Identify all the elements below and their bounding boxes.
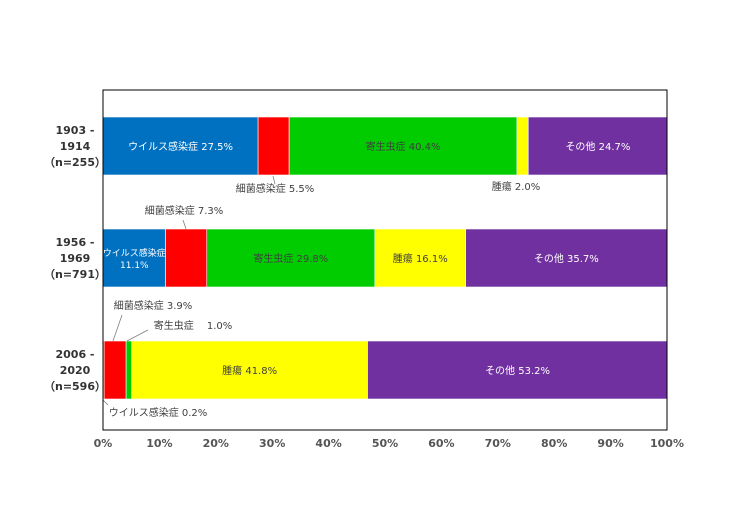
x-tick-label: 70% xyxy=(485,437,511,450)
data-label: その他 35.7% xyxy=(534,252,599,265)
bar-segment xyxy=(527,116,668,176)
data-label-callout: 寄生虫症 1.0% xyxy=(154,319,233,332)
data-label-callout: 細菌感染症 7.3% xyxy=(145,204,224,217)
category-label: 1969 xyxy=(60,252,91,265)
callout-leader-line xyxy=(126,329,149,342)
bar-segment xyxy=(516,116,529,176)
category-label: 2020 xyxy=(60,364,91,377)
x-tick-label: 100% xyxy=(650,437,684,450)
data-label: 11.1% xyxy=(120,261,149,271)
x-tick-label: 50% xyxy=(372,437,398,450)
bar-segment xyxy=(374,228,466,288)
x-tick-label: 80% xyxy=(541,437,567,450)
category-label: （n=255） xyxy=(44,156,106,169)
category-label: 1956 - xyxy=(55,236,94,249)
x-tick-label: 90% xyxy=(597,437,623,450)
bar-segment xyxy=(257,116,290,176)
bar-segment xyxy=(367,340,668,400)
x-tick-label: 60% xyxy=(428,437,454,450)
callout-leader-line xyxy=(112,314,123,342)
data-label: 寄生虫症 40.4% xyxy=(366,140,441,153)
data-label: 腫瘍 16.1% xyxy=(393,252,448,265)
bar-segment xyxy=(102,116,259,176)
data-label: その他 53.2% xyxy=(485,364,550,377)
bar-segment xyxy=(465,228,668,288)
plot-area-frame xyxy=(102,89,668,431)
category-label: 1903 - xyxy=(55,124,94,137)
bar-segment xyxy=(288,116,518,176)
data-label-callout: 腫瘍 2.0% xyxy=(492,180,541,193)
bar-segment xyxy=(131,340,368,400)
x-tick-label: 40% xyxy=(315,437,341,450)
data-label-callout: ウイルス感染症 0.2% xyxy=(109,406,208,419)
callout-leader-line xyxy=(102,399,109,406)
callout-leader-line xyxy=(272,175,276,185)
callout-leader-line xyxy=(182,219,187,230)
category-label: 2006 - xyxy=(55,348,94,361)
category-label: （n=596） xyxy=(44,380,106,393)
bar-segment xyxy=(103,340,127,400)
data-label: その他 24.7% xyxy=(565,140,630,153)
x-tick-label: 30% xyxy=(259,437,285,450)
bar-segment xyxy=(102,228,166,288)
data-label-callout: 細菌感染症 3.9% xyxy=(114,299,193,312)
data-label: 腫瘍 41.8% xyxy=(222,364,277,377)
bar-segment xyxy=(125,340,133,400)
data-label: ウイルス感染症 xyxy=(103,247,166,259)
data-label: 寄生虫症 29.8% xyxy=(253,252,328,265)
data-label: ウイルス感染症 27.5% xyxy=(128,140,233,153)
data-label-callout: 細菌感染症 5.5% xyxy=(236,182,315,195)
bar-segment xyxy=(206,228,376,288)
category-label: （n=791） xyxy=(44,268,106,281)
x-tick-label: 0% xyxy=(94,437,113,450)
bar-segment xyxy=(165,228,208,288)
x-tick-label: 10% xyxy=(146,437,172,450)
category-label: 1914 xyxy=(60,140,91,153)
x-tick-label: 20% xyxy=(203,437,229,450)
